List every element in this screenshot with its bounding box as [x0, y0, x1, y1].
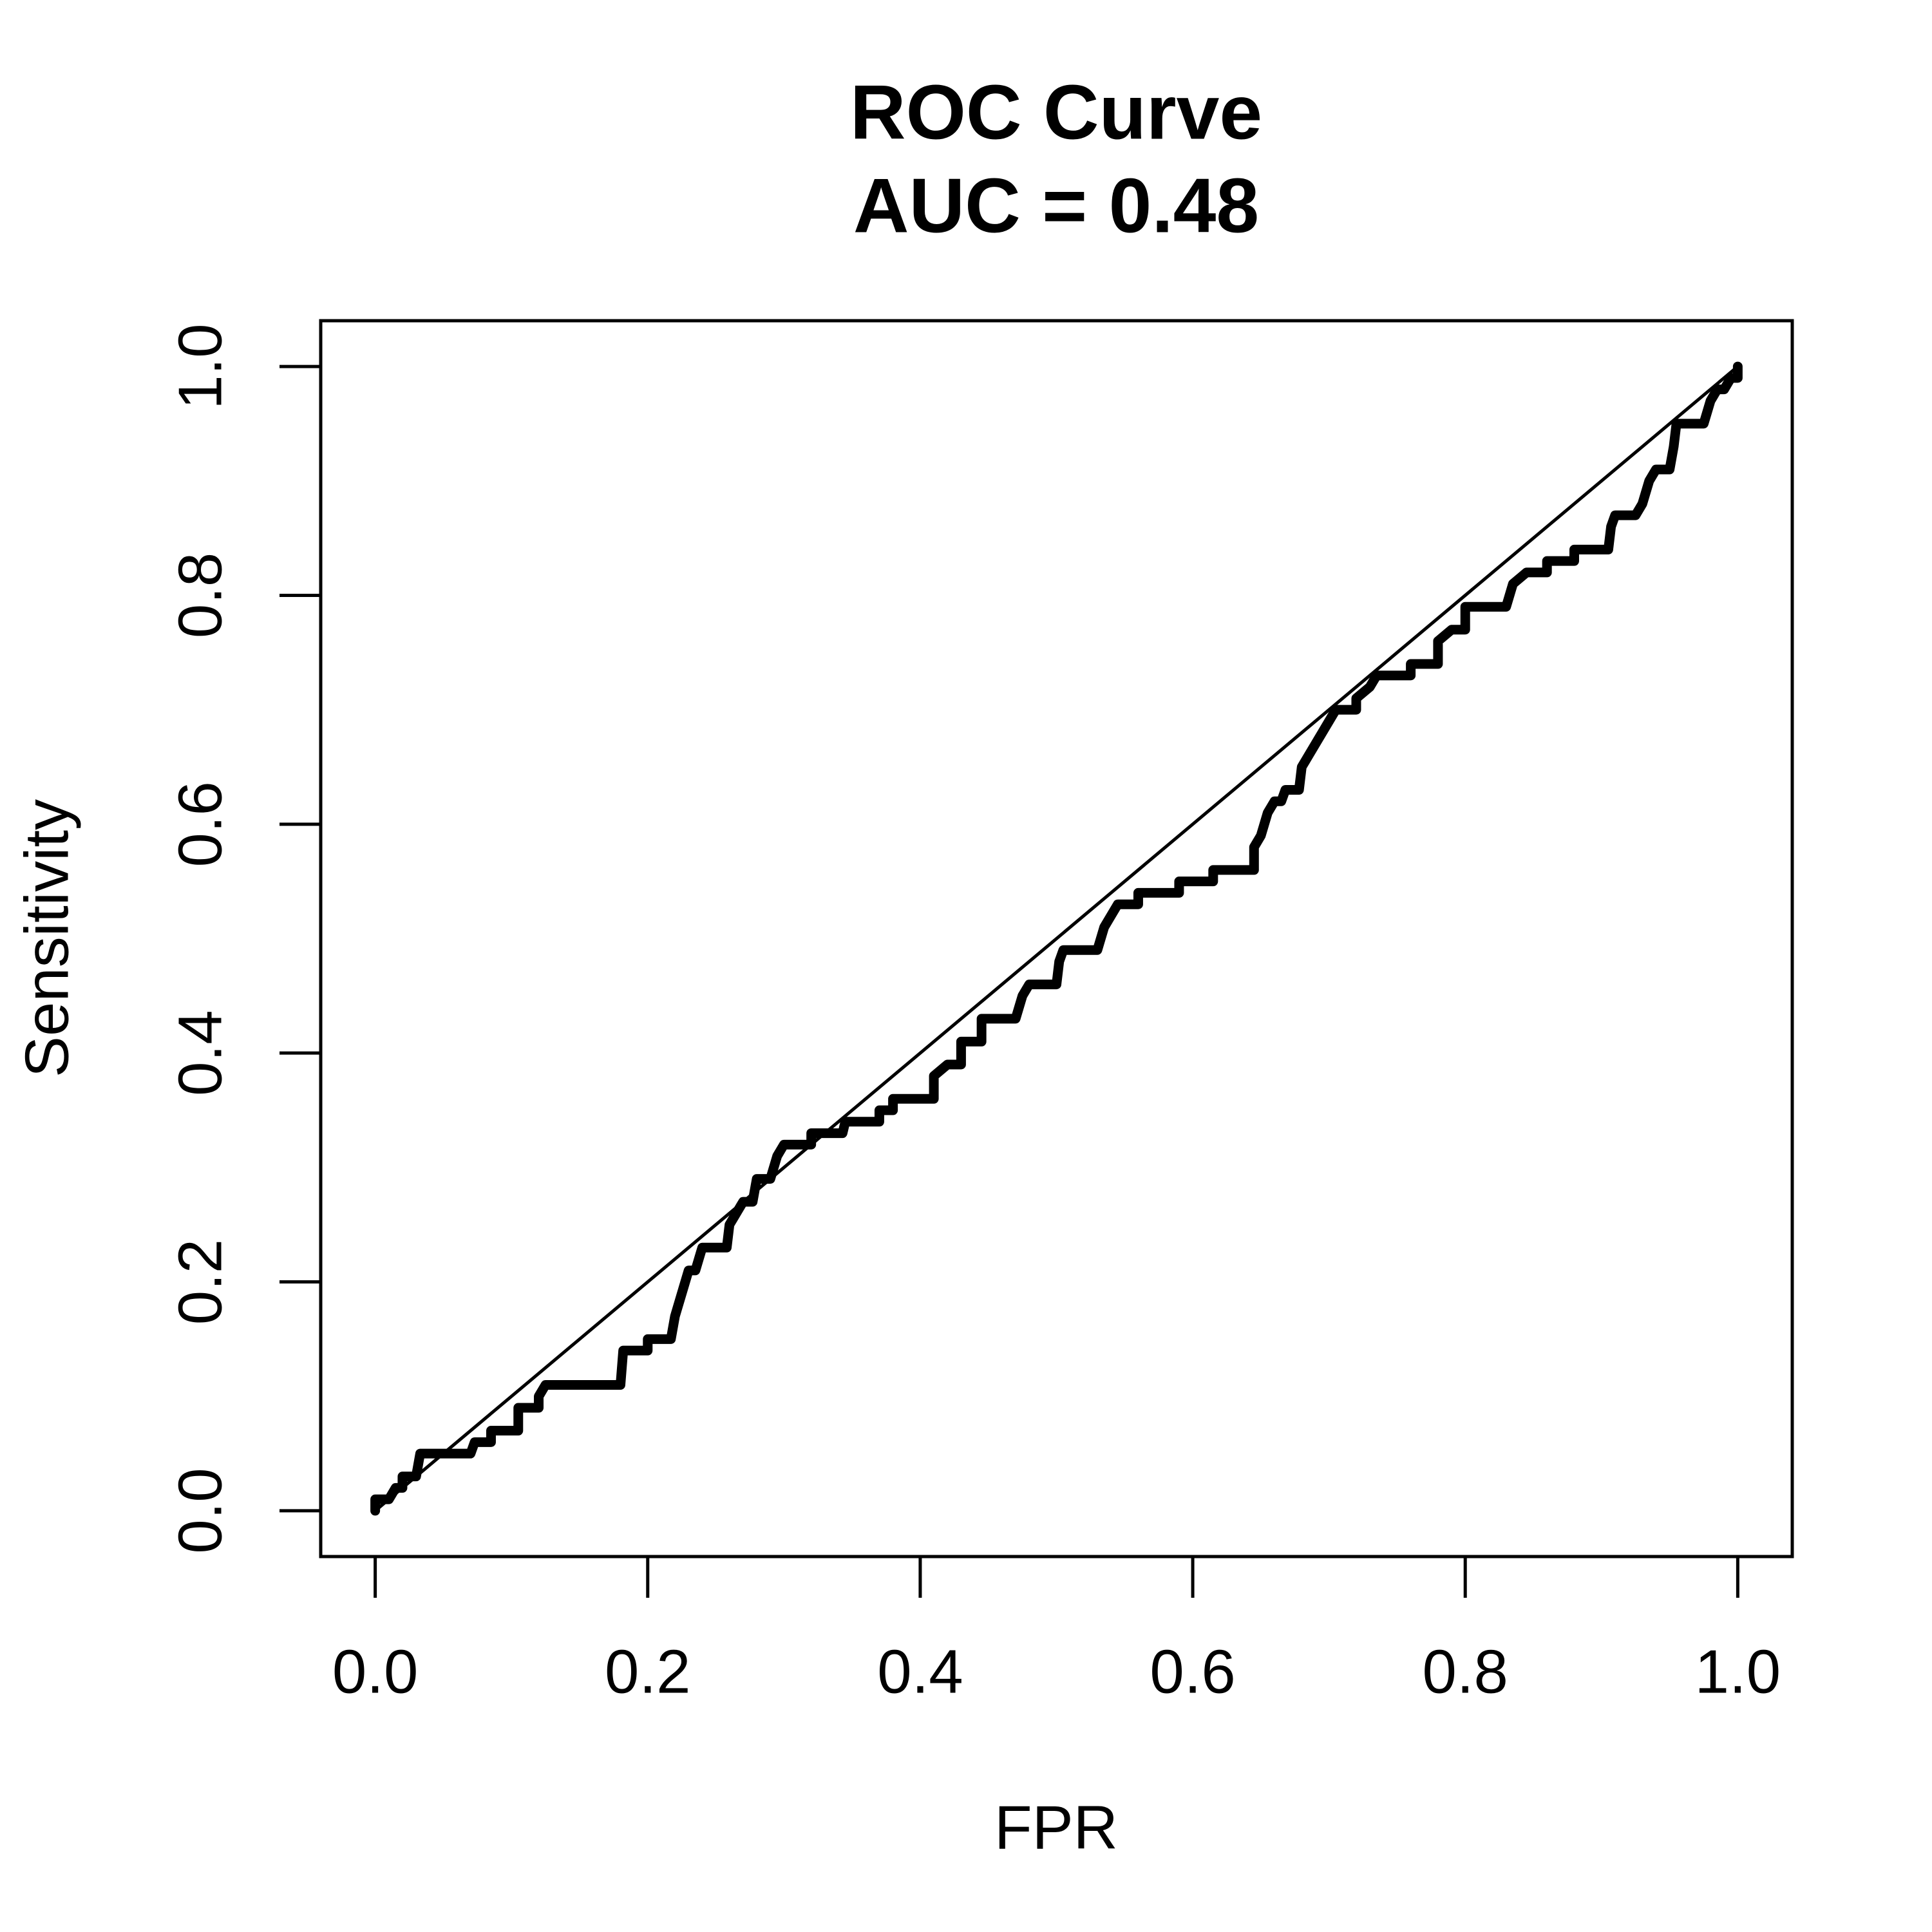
x-tick-label: 0.8 [1422, 1637, 1508, 1706]
series-line [370, 361, 1743, 1516]
y-tick-label: 0.6 [166, 781, 234, 867]
y-tick-label: 0.4 [166, 1010, 234, 1095]
y-tick-label: 0.0 [166, 1468, 234, 1553]
x-tick-label: 1.0 [1695, 1637, 1781, 1706]
y-tick-label: 0.8 [166, 553, 234, 638]
chart-title: ROC Curve [850, 70, 1262, 156]
series-line [374, 365, 1739, 1513]
y-tick-label: 1.0 [166, 323, 234, 409]
chart-subtitle: AUC = 0.48 [853, 163, 1259, 249]
x-axis-label: FPR [994, 1793, 1118, 1862]
y-tick-label: 0.2 [166, 1239, 234, 1325]
x-tick-label: 0.6 [1150, 1637, 1235, 1706]
x-tick-label: 0.2 [605, 1637, 690, 1706]
y-axis-label: Sensitivity [12, 799, 81, 1077]
x-tick-label: 0.4 [877, 1637, 963, 1706]
x-tick-label: 0.0 [332, 1637, 418, 1706]
